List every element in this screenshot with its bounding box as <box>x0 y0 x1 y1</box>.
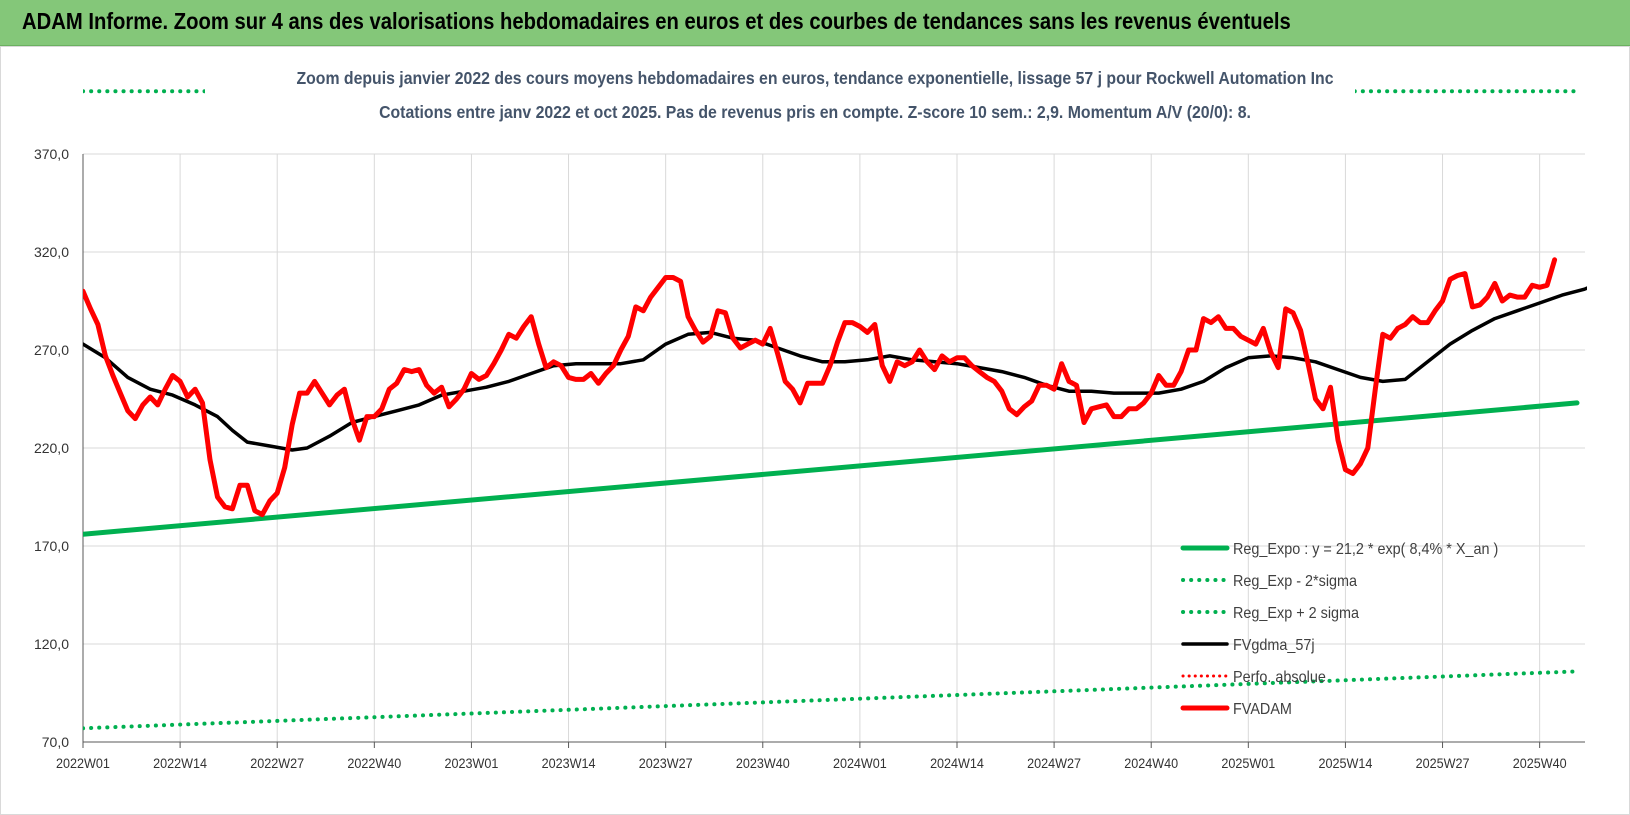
y-tick-label: 120,0 <box>34 636 69 652</box>
x-tick-label: 2025W40 <box>1513 755 1567 771</box>
y-tick-label: 370,0 <box>34 146 69 162</box>
legend-label: Reg_Expo : y = 21,2 * exp( 8,4% * X_an ) <box>1233 540 1498 558</box>
y-tick-label: 320,0 <box>34 244 69 260</box>
x-tick-label: 2022W40 <box>347 755 401 771</box>
x-tick-label: 2025W27 <box>1416 755 1470 771</box>
x-tick-label: 2023W40 <box>736 755 790 771</box>
legend-label: Perfo. absolue <box>1233 668 1326 686</box>
x-tick-label: 2025W01 <box>1221 755 1275 771</box>
x-tick-label: 2022W01 <box>56 755 110 771</box>
x-tick-label: 2024W01 <box>833 755 887 771</box>
series-fvadam <box>83 257 1558 518</box>
chart-title: Zoom depuis janvier 2022 des cours moyen… <box>296 68 1333 88</box>
report-banner: ADAM Informe. Zoom sur 4 ans des valoris… <box>0 0 1630 46</box>
chart-subtitle: Cotations entre janv 2022 et oct 2025. P… <box>379 102 1251 122</box>
y-tick-label: 270,0 <box>34 342 69 358</box>
report-title: ADAM Informe. Zoom sur 4 ans des valoris… <box>22 8 1291 34</box>
legend: Reg_Expo : y = 21,2 * exp( 8,4% * X_an )… <box>1180 540 1498 718</box>
x-tick-label: 2024W40 <box>1124 755 1178 771</box>
x-tick-label: 2022W14 <box>153 755 207 771</box>
series-reg-expo <box>83 400 1580 537</box>
legend-label: FVgdma_57j <box>1233 636 1315 654</box>
chart-titles: Zoom depuis janvier 2022 des cours moyen… <box>296 68 1333 122</box>
legend-label: Reg_Exp + 2 sigma <box>1233 604 1360 622</box>
x-tick-label: 2023W01 <box>445 755 499 771</box>
legend-label: FVADAM <box>1233 700 1292 718</box>
y-tick-label: 70,0 <box>42 734 69 750</box>
legend-label: Reg_Exp - 2*sigma <box>1233 572 1358 590</box>
x-tick-label: 2023W27 <box>639 755 693 771</box>
x-tick-label: 2024W27 <box>1027 755 1081 771</box>
axes: 70,0 120,0 170,0 220,0 270,0 320,0 370,0 2022W0… <box>34 146 1585 771</box>
x-tick-label: 2023W14 <box>542 755 596 771</box>
y-tick-label: 170,0 <box>34 538 69 554</box>
series-group <box>83 62 1587 731</box>
x-tick-label: 2024W14 <box>930 755 984 771</box>
x-tick-label: 2022W27 <box>250 755 304 771</box>
series-reg-exp-minus-2sigma <box>83 669 1579 731</box>
title-backdrop <box>205 62 1355 128</box>
x-tick-label: 2025W14 <box>1319 755 1373 771</box>
y-tick-label: 220,0 <box>34 440 69 456</box>
